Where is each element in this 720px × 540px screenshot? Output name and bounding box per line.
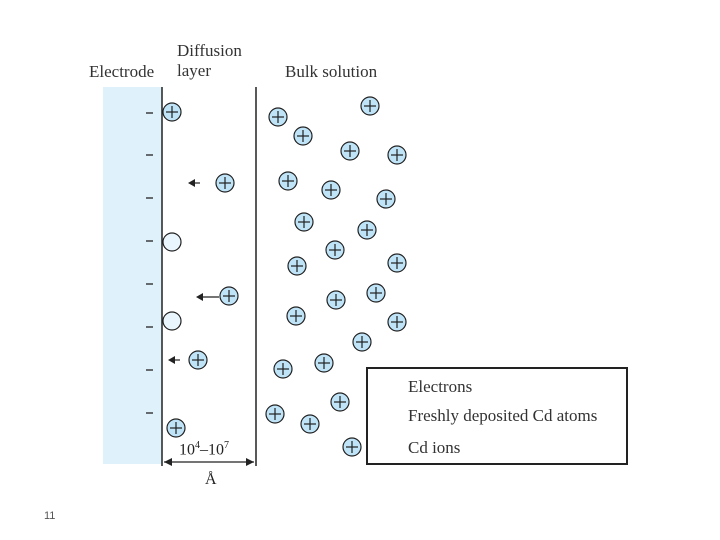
cd-ion bbox=[387, 312, 407, 332]
cd-ion bbox=[376, 189, 396, 209]
cd-ion bbox=[352, 332, 372, 352]
cd-ion bbox=[300, 414, 320, 434]
cd-ion bbox=[330, 392, 350, 412]
cd-ion bbox=[268, 107, 288, 127]
legend-item-atoms: Freshly deposited Cd atoms bbox=[368, 403, 626, 427]
diffusion-width-dimension bbox=[164, 458, 254, 466]
diffusion-label-line2: layer bbox=[177, 61, 211, 80]
electron-marks bbox=[146, 112, 153, 414]
legend-item-ions: Cd ions bbox=[368, 435, 626, 459]
dimension-unit-label: Å bbox=[205, 471, 217, 488]
cd-ion bbox=[326, 290, 346, 310]
cd-atom bbox=[162, 232, 182, 252]
legend-text-ions: Cd ions bbox=[408, 438, 461, 457]
cd-ion bbox=[314, 353, 334, 373]
electrode-label: Electrode bbox=[89, 62, 155, 81]
legend-item-electrons: Electrons bbox=[368, 374, 626, 398]
legend: Electrons Freshly deposited Cd atoms Cd … bbox=[366, 367, 628, 465]
cd-ion bbox=[286, 306, 306, 326]
cd-ion bbox=[360, 96, 380, 116]
cd-ion bbox=[278, 171, 298, 191]
particles bbox=[162, 96, 407, 457]
migration-arrow bbox=[168, 356, 180, 364]
legend-text-electrons: Electrons bbox=[408, 377, 473, 396]
cd-ion bbox=[325, 240, 345, 260]
cd-ion bbox=[166, 418, 186, 438]
cd-ion bbox=[265, 404, 285, 424]
cd-ion bbox=[188, 350, 208, 370]
cd-atom bbox=[162, 311, 182, 331]
cd-ion bbox=[294, 212, 314, 232]
cd-ion bbox=[219, 286, 239, 306]
page-number: 11 bbox=[44, 510, 56, 522]
cd-ion bbox=[162, 102, 182, 122]
migration-arrow bbox=[196, 293, 219, 301]
cd-ion bbox=[342, 437, 362, 457]
cd-ion bbox=[387, 145, 407, 165]
cd-ion bbox=[357, 220, 377, 240]
migration-arrow bbox=[188, 179, 200, 187]
legend-text-atoms: Freshly deposited Cd atoms bbox=[408, 406, 598, 425]
cd-ion bbox=[293, 126, 313, 146]
dimension-range-label: 104–107 bbox=[179, 440, 229, 459]
cd-ion bbox=[273, 359, 293, 379]
electrode-region bbox=[103, 87, 162, 464]
migration-arrows bbox=[168, 179, 219, 364]
cd-ion bbox=[340, 141, 360, 161]
cd-ion bbox=[321, 180, 341, 200]
cd-ion bbox=[387, 253, 407, 273]
cd-ion bbox=[215, 173, 235, 193]
bulk-solution-label: Bulk solution bbox=[285, 62, 378, 81]
cd-ion bbox=[366, 283, 386, 303]
diffusion-label-line1: Diffusion bbox=[177, 41, 242, 60]
cd-ion bbox=[287, 256, 307, 276]
